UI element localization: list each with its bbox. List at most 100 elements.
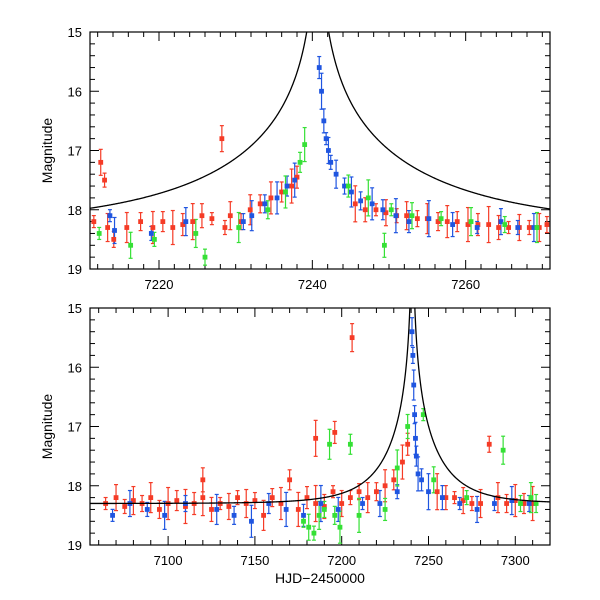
data-point [454,219,460,224]
data-point [128,242,134,248]
bottom-y-tick-label: 15 [68,301,82,316]
data-point [492,501,497,506]
top-y-tick-label: 16 [68,84,82,99]
data-point [138,219,143,224]
data-point [265,207,271,213]
bottom-panel-y-tick-labels: 15 16 17 18 19 [68,301,82,553]
data-point [382,483,388,489]
data-point [356,489,362,495]
data-point [174,498,180,503]
data-point [148,231,154,236]
data-point [289,183,295,189]
data-point [526,501,532,506]
data-point [98,159,104,165]
data-point [249,213,255,219]
data-point [284,183,290,189]
data-point [313,435,319,441]
data-point [316,512,322,518]
bottom-y-axis-title: Magnitude [39,394,55,460]
data-point [528,495,534,500]
data-point [413,453,419,459]
data-point [243,501,249,506]
bottom-panel-error-bars [103,317,539,544]
top-panel-y-tick-labels: 15 16 17 18 19 [68,25,82,277]
data-point [278,501,284,506]
data-point [193,231,199,236]
data-point [269,495,275,500]
data-point [332,430,338,435]
data-point [105,225,111,230]
data-point [183,219,189,224]
data-point [349,189,354,195]
data-point [252,498,258,503]
data-point [219,136,225,142]
bottom-x-axis-title: HJD−2450000 [275,570,365,586]
data-point [394,465,400,471]
data-point [452,495,457,500]
data-point [405,424,411,429]
data-point [240,219,246,224]
top-x-tick-label: 7260 [451,277,480,292]
data-point [533,501,539,506]
data-point [335,507,341,512]
data-point [122,504,128,509]
data-point [339,501,345,506]
data-point [222,225,228,230]
data-point [347,441,353,447]
data-point [200,495,206,500]
data-point [297,159,303,165]
bottom-y-tick-label: 17 [68,420,82,435]
data-point [226,504,232,509]
data-point [518,501,523,506]
data-point [231,512,237,518]
data-point [266,501,272,506]
bottom-panel-model-curve [90,308,550,505]
data-point [409,213,415,219]
data-point [439,495,445,500]
data-point [209,507,214,512]
data-point [111,236,117,242]
data-point [349,335,355,341]
data-point [388,207,394,213]
data-point [330,489,336,495]
data-point [420,412,426,418]
data-point [321,507,327,512]
data-point [400,459,405,465]
bottom-y-tick-label: 19 [68,538,82,553]
bottom-y-tick-label: 18 [68,479,82,494]
data-point [412,412,418,418]
data-point [283,507,289,512]
data-point [257,201,263,207]
data-point [352,201,358,207]
data-point [502,222,508,227]
data-point [393,213,399,219]
data-point [457,501,463,506]
top-y-tick-label: 17 [68,144,82,159]
bottom-x-tick-label: 7150 [240,553,269,568]
data-point [321,118,327,124]
data-point [475,222,481,227]
top-panel-frame [89,31,551,270]
data-point [521,501,527,506]
data-point [323,136,329,142]
data-point [110,512,115,518]
data-point [261,512,266,518]
data-point [498,219,504,224]
data-point [544,222,550,227]
data-point [500,447,506,453]
data-point [434,489,440,495]
data-point [365,195,371,201]
bottom-y-tick-label: 16 [68,360,82,375]
bottom-x-tick-label: 7300 [501,553,530,568]
data-point [342,183,347,189]
bottom-panel: 7100 7150 7200 7250 7300 15 16 17 18 19 … [39,301,551,586]
data-point [506,225,511,230]
data-point [262,201,268,207]
data-point [202,254,208,260]
top-y-tick-label: 19 [68,262,82,277]
bottom-panel-frame [89,307,551,546]
data-point [180,222,186,227]
data-point [410,353,416,358]
top-panel-points [91,65,550,260]
